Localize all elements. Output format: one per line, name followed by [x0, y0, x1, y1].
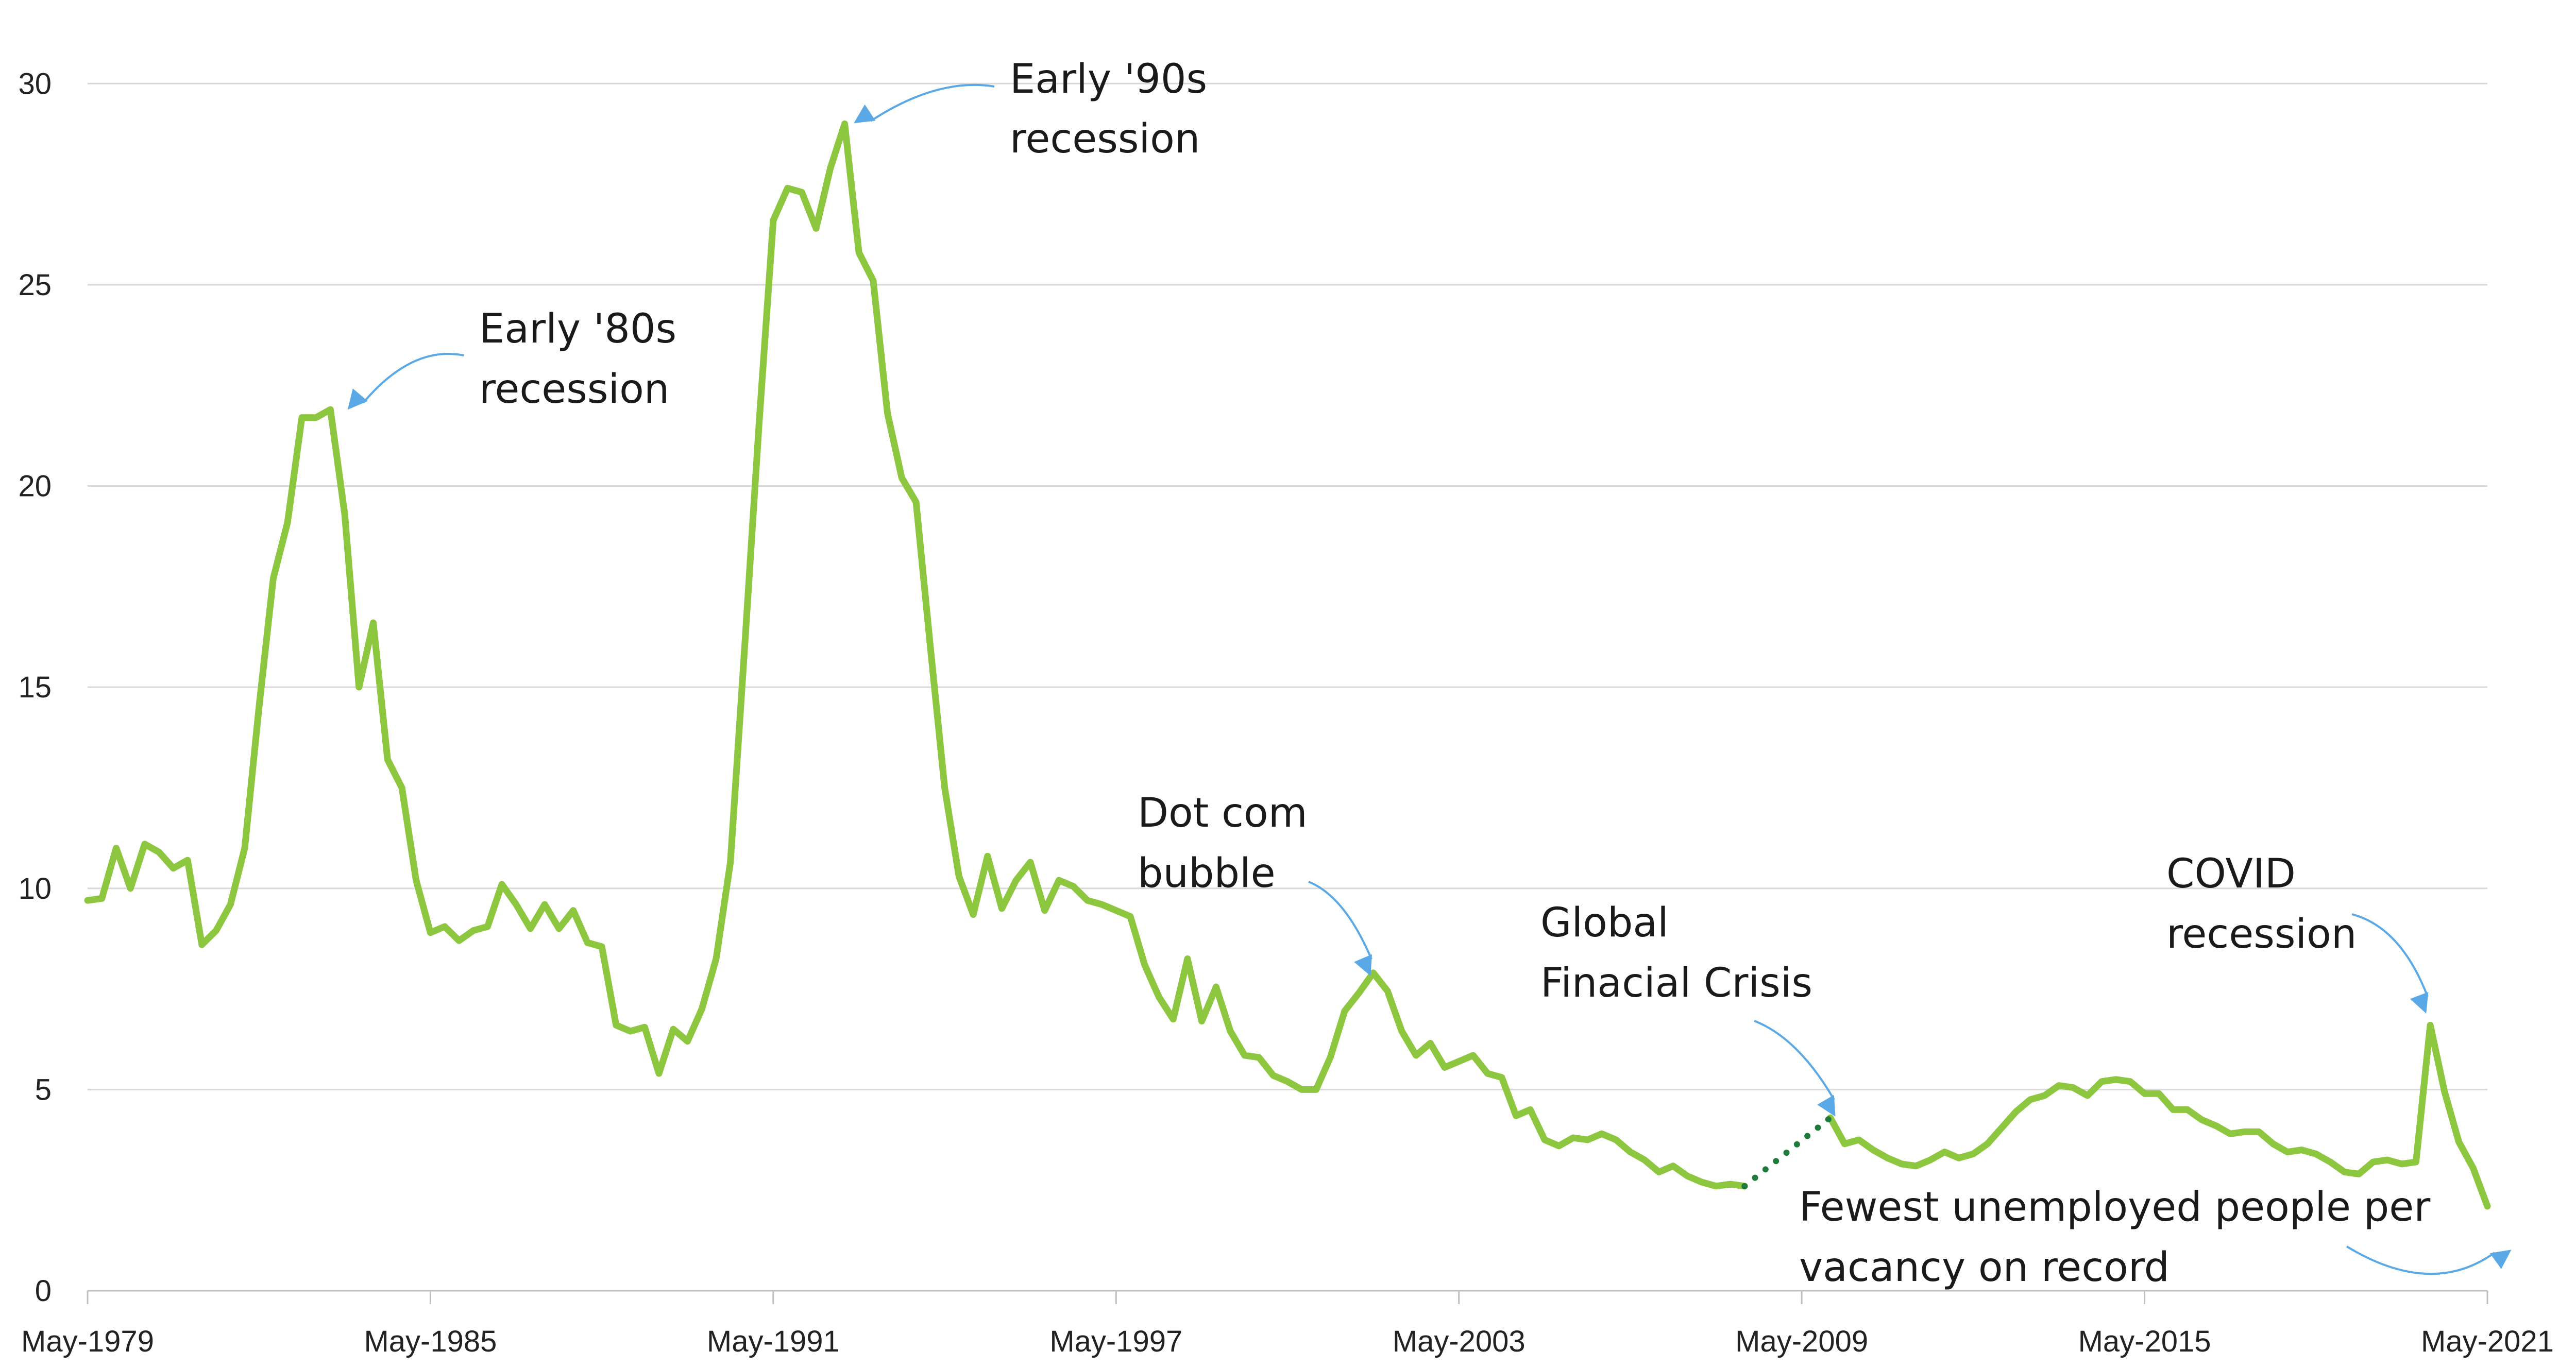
x-axis	[87, 1290, 2488, 1304]
x-axis-tick-labels: May-1979 May-1985 May-1991 May-1997 May-2003…	[21, 1325, 2554, 1358]
annotation-gfc-line-2: Finacial Crisis	[1540, 960, 1812, 1006]
annotation-early-90s: Early '90s recession	[854, 56, 1207, 162]
y-tick-label: 20	[18, 470, 52, 503]
series-gap-dotted-line	[1741, 1115, 1834, 1189]
annotation-early-80s-line-1: Early '80s	[479, 306, 676, 352]
annotation-dot-com-line-2: bubble	[1138, 850, 1276, 897]
annotations: Early '80s recession Early '90s recessio…	[347, 56, 2512, 1291]
annotation-early-90s-arrow	[854, 83, 995, 124]
annotation-gfc-arrow	[1754, 1020, 1836, 1117]
series-line-1	[84, 120, 1748, 1190]
data-series	[84, 120, 2491, 1210]
y-tick-label: 15	[18, 671, 52, 704]
gridlines	[88, 82, 2487, 1090]
annotation-fewest-line-2: vacancy on record	[1799, 1244, 2170, 1291]
annotation-dot-com-arrow	[1308, 881, 1372, 976]
x-tick-label: May-2021	[2421, 1325, 2554, 1358]
y-tick-label: 10	[18, 872, 52, 905]
annotation-fewest-unemployed: Fewest unemployed people per vacancy on …	[1799, 1184, 2512, 1291]
x-tick-label: May-1991	[707, 1325, 840, 1358]
y-tick-label: 5	[35, 1073, 52, 1106]
y-tick-label: 0	[35, 1274, 52, 1308]
annotation-fewest-line-1: Fewest unemployed people per	[1799, 1184, 2431, 1230]
x-tick-label: May-1985	[364, 1325, 497, 1358]
annotation-early-80s-line-2: recession	[479, 366, 669, 413]
series-line-2	[1827, 1021, 2491, 1210]
annotation-covid-line-2: recession	[2166, 911, 2357, 957]
annotation-dot-com: Dot com bubble	[1138, 790, 1372, 976]
annotation-covid: COVID recession	[2166, 851, 2429, 1014]
annotation-gfc: Global Finacial Crisis	[1540, 900, 1836, 1117]
annotation-early-80s-arrow	[347, 353, 464, 410]
annotation-covid-arrow	[2351, 913, 2429, 1014]
annotation-fewest-arrow	[2346, 1245, 2512, 1275]
annotation-early-80s: Early '80s recession	[347, 306, 676, 413]
y-axis: 0 5 10 15 20 25 30	[18, 67, 52, 1308]
annotation-covid-line-1: COVID	[2166, 851, 2296, 897]
y-tick-label: 30	[18, 67, 52, 100]
y-tick-label: 25	[18, 268, 52, 302]
x-tick-label: May-2003	[1393, 1325, 1526, 1358]
annotation-early-90s-line-1: Early '90s	[1010, 56, 1207, 102]
annotation-early-90s-line-2: recession	[1010, 116, 1200, 162]
x-tick-label: May-2015	[2078, 1325, 2211, 1358]
annotation-gfc-line-1: Global	[1540, 900, 1669, 946]
annotation-dot-com-line-1: Dot com	[1138, 790, 1308, 836]
x-tick-label: May-1979	[21, 1325, 154, 1358]
x-tick-label: May-2009	[1735, 1325, 1868, 1358]
x-tick-label: May-1997	[1049, 1325, 1182, 1358]
